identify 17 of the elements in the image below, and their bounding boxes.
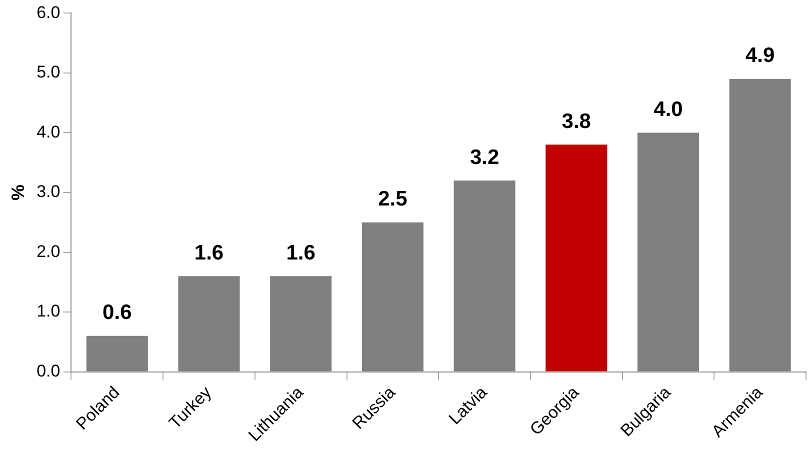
y-tick-label: 2.0 bbox=[36, 242, 60, 261]
data-label: 3.2 bbox=[470, 146, 500, 169]
data-label: 4.9 bbox=[745, 44, 775, 68]
data-label: 1.6 bbox=[194, 241, 224, 264]
y-tick-label: 1.0 bbox=[36, 302, 60, 321]
y-tick-label: 5.0 bbox=[36, 62, 60, 82]
data-label: 1.6 bbox=[286, 241, 316, 264]
y-tick-label: 6.0 bbox=[36, 2, 60, 22]
data-label: 4.0 bbox=[654, 98, 683, 122]
y-tick-label: 0.0 bbox=[36, 361, 60, 380]
bar bbox=[546, 144, 608, 372]
y-tick-label: 4.0 bbox=[36, 122, 60, 142]
data-label: 3.8 bbox=[562, 110, 592, 133]
y-axis-title: % bbox=[8, 184, 28, 200]
data-label: 0.6 bbox=[102, 301, 132, 324]
data-label: 2.5 bbox=[378, 188, 408, 211]
y-tick-label: 3.0 bbox=[36, 182, 60, 202]
